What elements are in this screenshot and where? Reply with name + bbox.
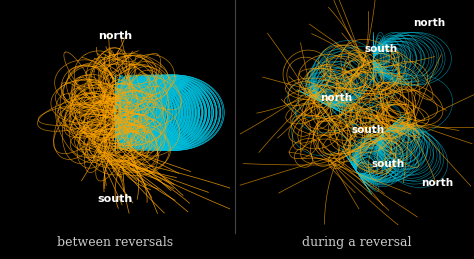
Text: north: north (413, 18, 446, 27)
Text: north: north (421, 178, 453, 188)
Text: south: south (372, 159, 404, 169)
Text: north: north (98, 31, 132, 41)
Text: south: south (351, 125, 384, 135)
Text: south: south (97, 194, 133, 204)
Text: south: south (365, 44, 398, 54)
Text: during a reversal: during a reversal (301, 236, 411, 249)
Text: between reversals: between reversals (57, 236, 173, 249)
Text: north: north (320, 93, 353, 103)
